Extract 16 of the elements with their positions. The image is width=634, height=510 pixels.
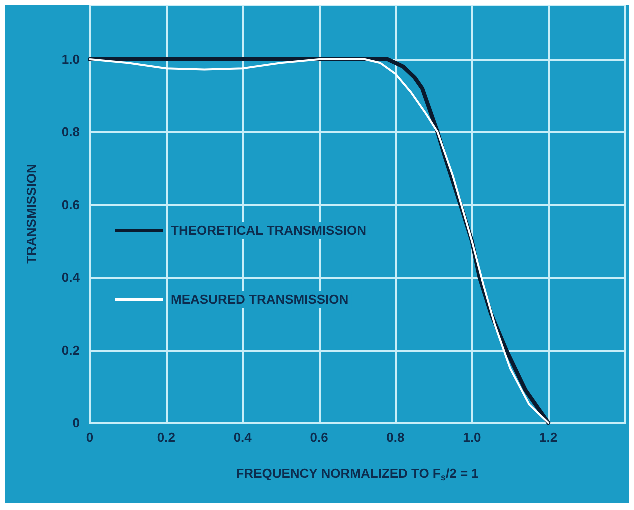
y-tick-label: 0.6 bbox=[62, 197, 80, 212]
x-tick-label: 0.4 bbox=[234, 430, 253, 445]
x-tick-label: 0.8 bbox=[386, 430, 405, 445]
y-tick-label: 0.2 bbox=[62, 342, 80, 358]
y-axis-title: TRANSMISSION bbox=[24, 164, 39, 264]
x-tick-label: 0.6 bbox=[310, 430, 328, 445]
y-tick-label: 0.8 bbox=[62, 124, 80, 140]
y-tick-label: 0 bbox=[72, 416, 80, 430]
legend-label: MEASURED TRANSMISSION bbox=[171, 292, 349, 307]
y-tick-label: 0.4 bbox=[62, 270, 81, 286]
x-tick-label: 0.2 bbox=[157, 430, 176, 445]
x-tick-label: 1.2 bbox=[540, 430, 558, 445]
legend-label: THEORETICAL TRANSMISSION bbox=[171, 223, 366, 238]
x-tick-label: 1.0 bbox=[463, 430, 482, 445]
y-tick-label: 1.0 bbox=[62, 52, 80, 68]
x-tick-label: 0 bbox=[86, 430, 94, 445]
